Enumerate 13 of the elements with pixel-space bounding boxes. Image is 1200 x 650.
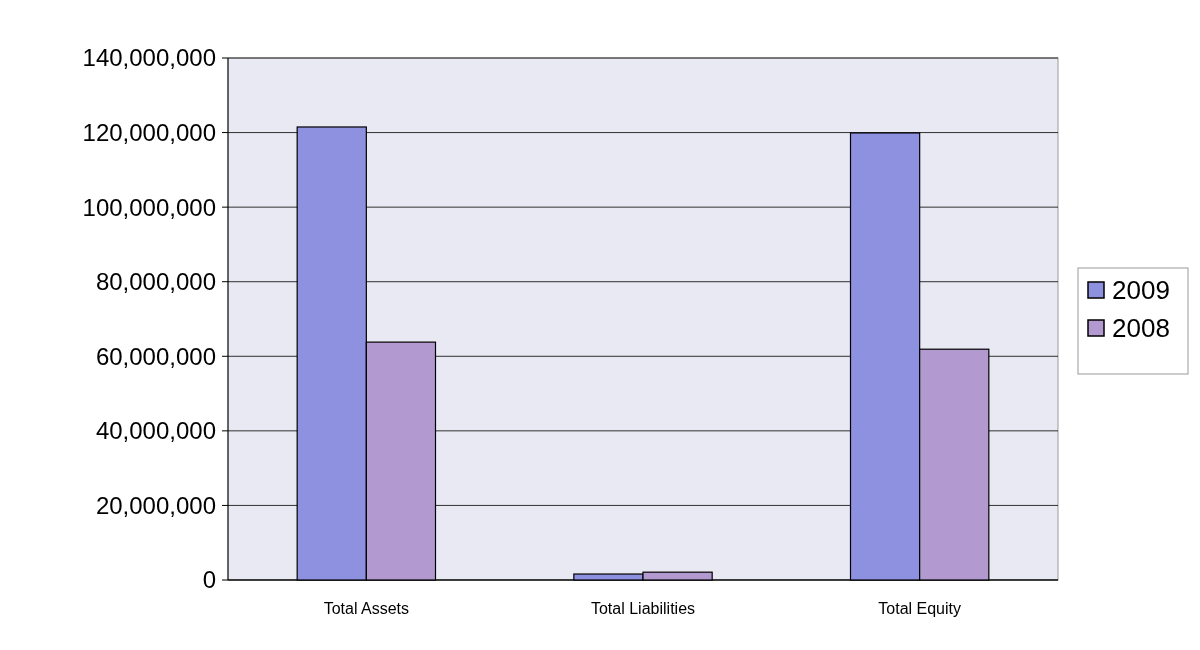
y-tick-label: 120,000,000 [82,118,216,146]
legend-label: 2008 [1112,313,1170,344]
y-tick-label: 100,000,000 [82,193,216,221]
x-tick-label: Total Equity [878,600,962,617]
y-tick-label: 80,000,000 [95,268,216,296]
y-tick-label: 140,000,000 [82,44,216,72]
x-tick-label: Total Assets [323,600,410,617]
y-tick-label: 0 [202,566,216,594]
x-tick-label: Total Liabilities [590,600,696,617]
y-tick-label: 40,000,000 [95,417,216,445]
legend-label: 2009 [1112,275,1170,306]
y-tick-label: 60,000,000 [95,342,216,370]
y-tick-label: 20,000,000 [95,491,216,519]
